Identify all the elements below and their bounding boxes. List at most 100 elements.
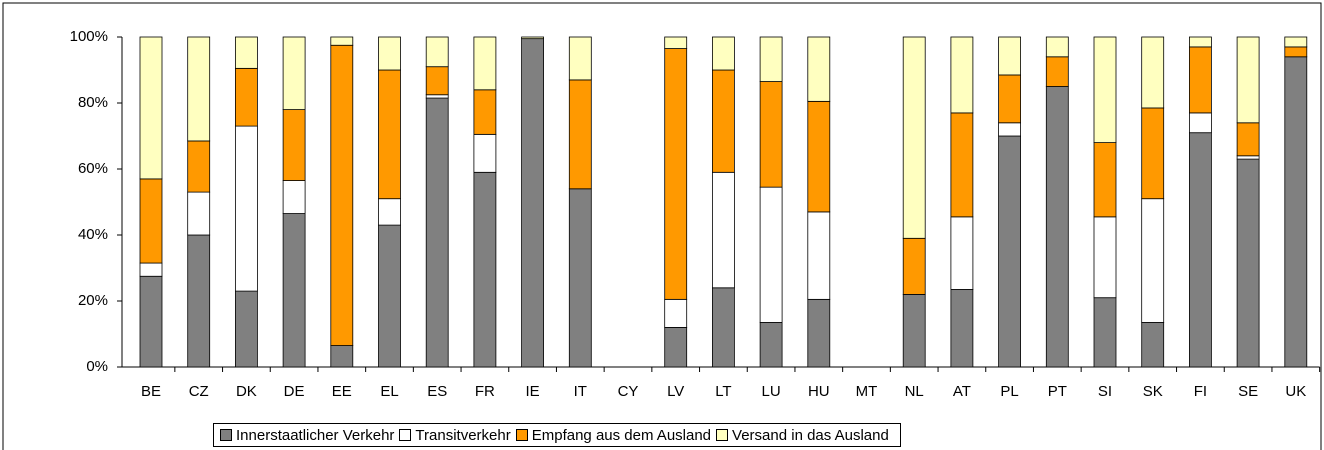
bar-segment [664,298,688,328]
legend-swatch [399,429,412,441]
bar-segment [473,133,497,173]
x-tick-label: HU [808,383,830,400]
bar-segment [1093,142,1117,218]
bar-segment [1093,297,1117,368]
bar-segment [378,36,401,71]
bar-segment [759,81,783,188]
x-tick-label: CY [618,383,639,400]
y-tick-label: 40% [78,226,108,243]
bar-segment [425,97,449,368]
bar-segment [1093,36,1117,143]
bar-segment [902,293,926,368]
legend-item: Empfang aus dem Ausland [515,426,712,444]
bar-segment [1284,46,1308,58]
bar-segment [950,216,974,290]
legend-item: Transitverkehr [399,426,511,444]
bar-segment [1093,216,1117,299]
x-tick-label: NL [905,383,924,400]
bar-segment [139,178,163,264]
bar-segment [1189,132,1212,368]
x-tick-label: UK [1285,383,1306,400]
legend-swatch [220,429,232,441]
bar-segment [330,36,354,46]
bar-segment [425,94,449,99]
bar-segment [759,322,783,368]
bar-segment [950,112,974,218]
bar-segment [1141,36,1165,109]
x-tick-label: SI [1098,383,1112,400]
x-tick-label: SK [1143,383,1163,400]
x-tick-label: CZ [189,383,209,400]
bar-segment [712,69,735,173]
bar-segment [568,79,592,190]
legend: Innerstaatlicher Verkehr Transitverkehr Em… [213,423,901,447]
x-tick-label: FI [1194,383,1207,400]
bar-segment [234,36,258,69]
bar-segment [1284,36,1308,48]
bar-segment [378,224,401,368]
x-tick-label: LV [667,383,684,400]
bar-segment [139,36,163,180]
bar-segment [807,298,831,368]
x-tick-label: DE [284,383,305,400]
x-tick-label: BE [141,383,161,400]
bar-segment [807,36,831,102]
bar-segment [282,213,306,368]
bar-segment [330,44,354,346]
bar-segment [139,275,163,368]
bar-segment [712,36,735,71]
legend-label: Empfang aus dem Ausland [531,426,712,444]
bar-segment [568,188,592,368]
bar-segment [187,36,211,142]
x-tick-label: SE [1238,383,1258,400]
bar-segment [187,191,211,236]
bar-segment [234,67,258,127]
legend-label: Transitverkehr [415,426,511,444]
bar-segment [1236,36,1260,124]
y-tick-label: 60% [78,160,108,177]
bar-segment [521,36,544,40]
x-tick-label: LU [762,383,781,400]
bar-segment [1189,46,1212,114]
y-tick-label: 80% [78,94,108,111]
bar-segment [1045,36,1069,58]
bar-segment [1189,112,1212,134]
bar-segment [950,36,974,114]
x-tick-label: LT [715,383,731,400]
legend-label: Versand in das Ausland [732,426,889,444]
bar-segment [902,36,926,239]
bar-segment [473,89,497,135]
bar-segment [1141,198,1165,323]
bar-segment [568,36,592,81]
x-tick-label: IE [526,383,540,400]
legend-swatch [716,429,729,441]
bar-segment [807,100,831,213]
bar-segment [807,211,831,300]
bar-segment [712,171,735,289]
bar-segment [473,36,497,91]
x-tick-label: ES [427,383,447,400]
bar-segment [998,135,1021,368]
bar-segment [425,36,449,68]
bar-segment [664,36,688,49]
bar-segment [1189,36,1212,48]
legend-item: Versand in das Ausland [716,427,889,444]
bar-segment [139,262,163,277]
bar-segment [234,125,258,292]
x-tick-label: MT [856,383,878,400]
x-tick-label: AT [953,383,971,400]
bar-segment [425,66,449,96]
bar-segment [998,122,1021,137]
bar-segment [664,326,688,368]
bar-segment [1236,155,1260,160]
legend-label: Innerstaatlicher Verkehr [236,426,395,444]
legend-item: Innerstaatlicher Verkehr [220,427,394,444]
x-tick-label: FR [475,383,495,400]
bar-segment [187,140,211,193]
bar-segment [950,289,974,368]
bar-segment [1141,322,1165,368]
x-tick-label: EE [332,383,352,400]
bar-segment [759,36,783,82]
